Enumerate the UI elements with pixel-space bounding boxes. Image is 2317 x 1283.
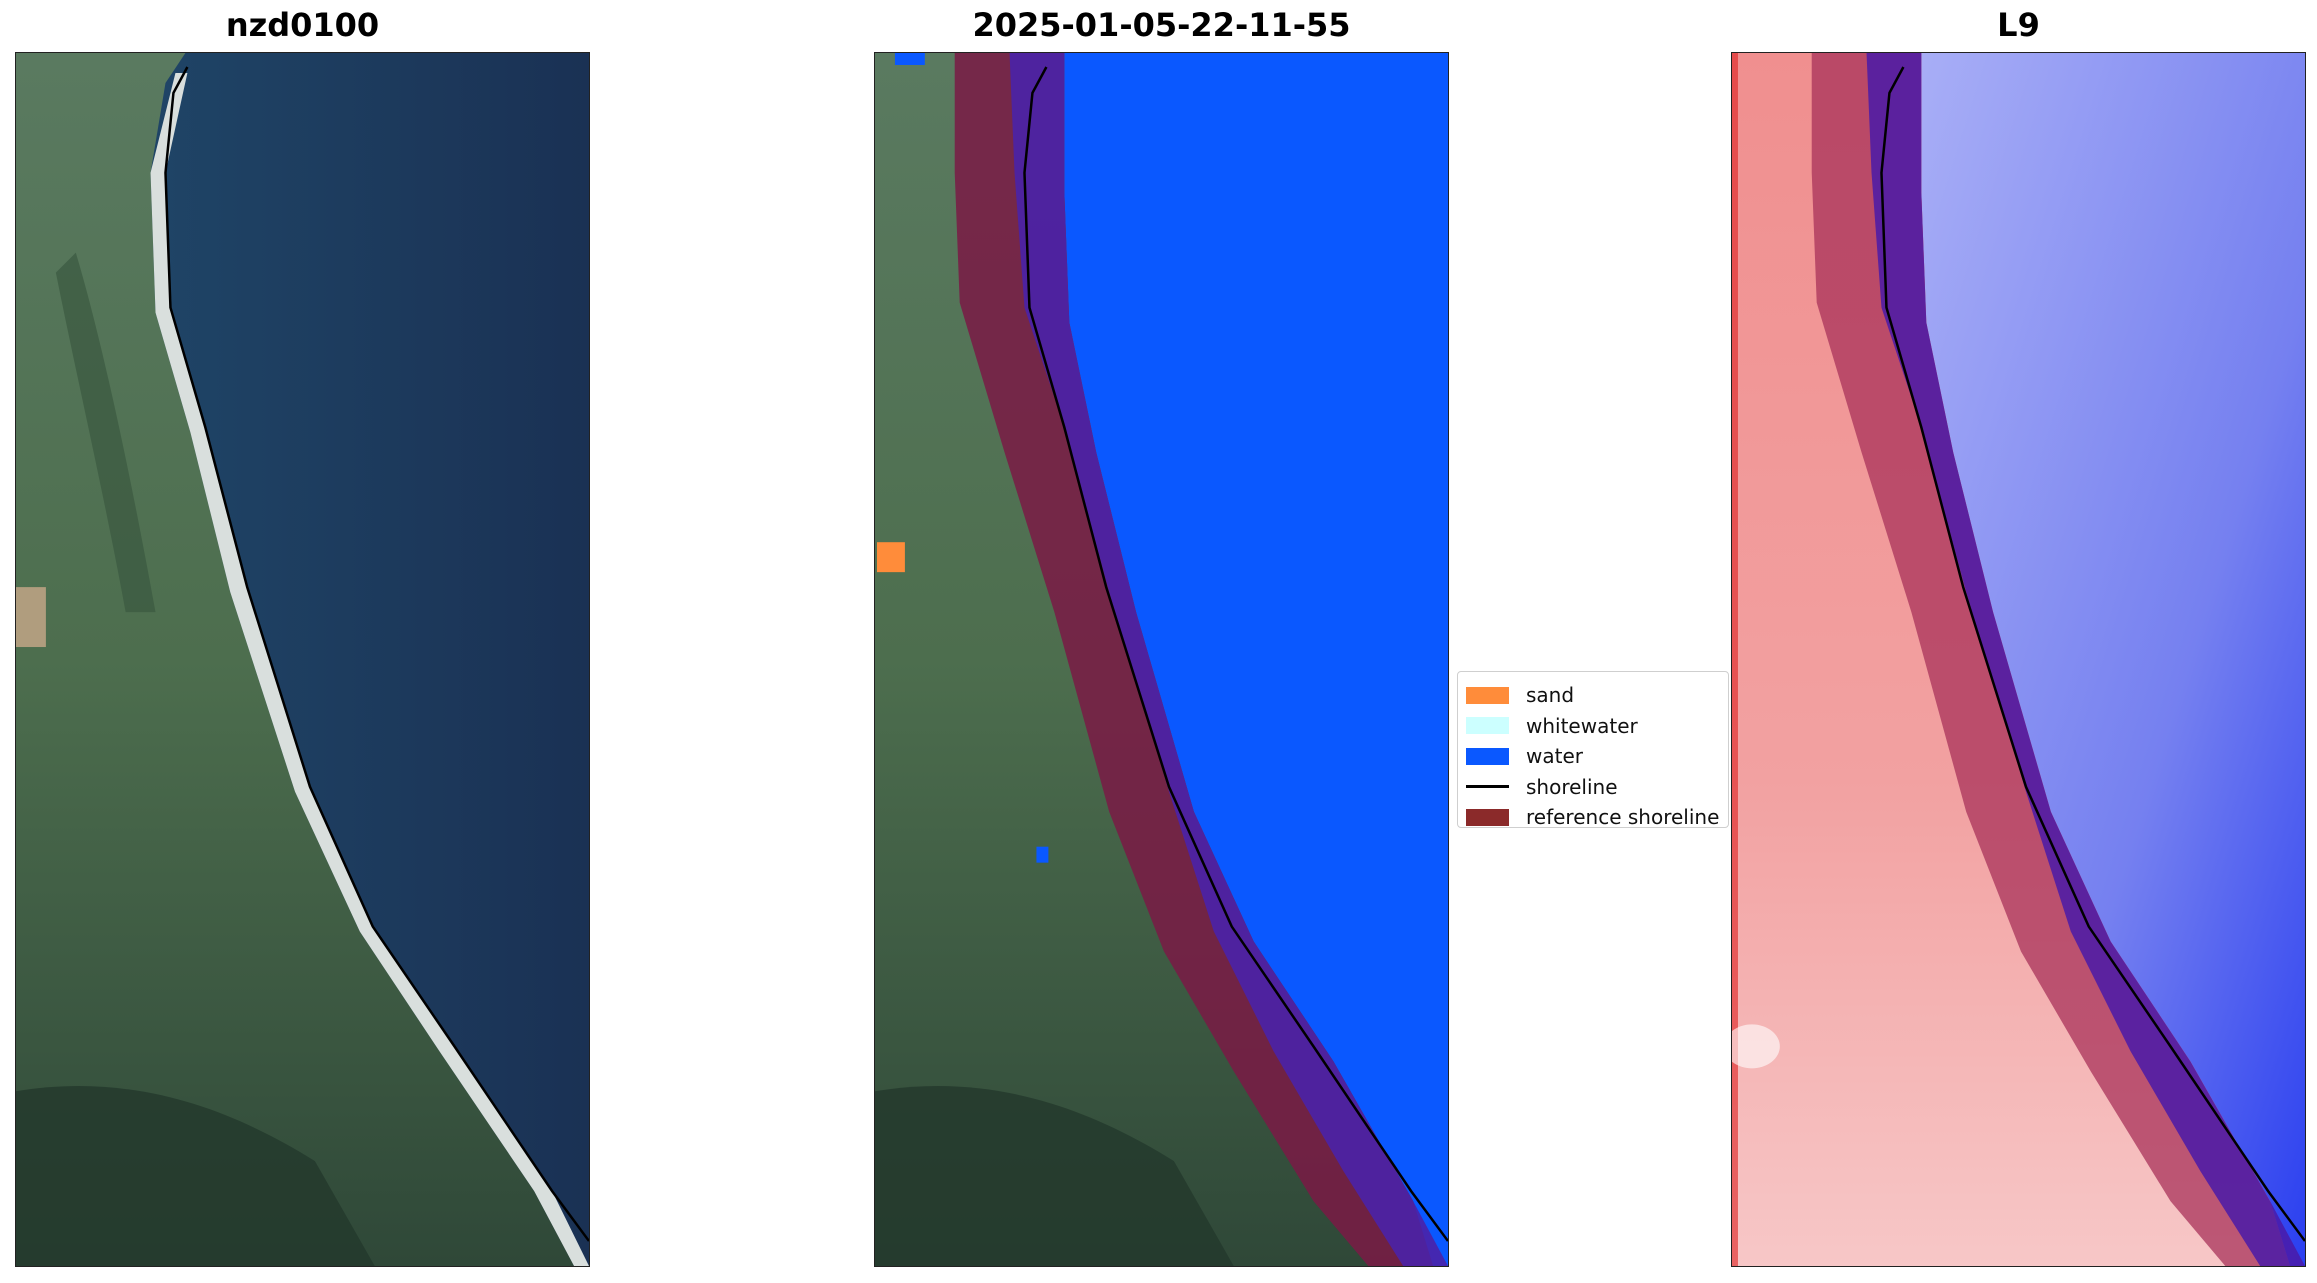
index-image (1732, 53, 2305, 1266)
legend-swatch-reference-shoreline (1466, 808, 1509, 826)
panel-title-index: L9 (1997, 6, 2040, 44)
land-area (16, 53, 575, 1266)
forest-strip (55, 252, 156, 613)
legend-swatch-water (1466, 747, 1509, 765)
rgb-image-panel (15, 52, 590, 1267)
bright-land-patch (1732, 1024, 1780, 1069)
water-class-pond (1036, 846, 1049, 863)
shoreline-line (1880, 66, 2305, 1242)
shoreline-line (164, 66, 589, 1242)
left-edge-strip (1732, 53, 1738, 1266)
water-class-area (1064, 53, 1448, 1266)
shoreline-line (1023, 66, 1448, 1242)
legend-swatch-sand (1466, 686, 1509, 704)
panel-title-classification: 2025-01-05-22-11-55 (972, 6, 1351, 44)
legend-item-whitewater: whitewater (1466, 711, 1718, 742)
legend-item-sand: sand (1466, 680, 1718, 711)
legend-label-sand: sand (1526, 683, 1575, 708)
dark-forest (16, 1086, 375, 1266)
legend-item-reference-shoreline: reference shoreline (1466, 802, 1720, 833)
rgb-image (16, 53, 589, 1266)
panel-title-rgb: nzd0100 (225, 6, 380, 44)
dark-forest (875, 1086, 1234, 1266)
classification-image (875, 53, 1448, 1266)
legend: sand whitewater water shoreline referenc… (1457, 671, 1729, 829)
legend-line-shoreline (1466, 785, 1509, 789)
water-class-patch (894, 53, 925, 65)
legend-swatch-whitewater (1466, 717, 1509, 735)
field-patch (16, 587, 46, 648)
reference-band-water-part (1866, 53, 2305, 1266)
legend-label-reference-shoreline: reference shoreline (1526, 805, 1720, 830)
legend-item-shoreline: shoreline (1466, 772, 1718, 803)
legend-label-whitewater: whitewater (1526, 713, 1638, 738)
reference-band-water-part (1009, 53, 1448, 1266)
water-index-area (1921, 53, 2305, 1266)
sand-class-patch (876, 542, 905, 573)
classification-panel (874, 52, 1449, 1267)
index-panel (1731, 52, 2306, 1267)
legend-label-shoreline: shoreline (1526, 774, 1618, 799)
legend-label-water: water (1526, 744, 1583, 769)
legend-item-water: water (1466, 741, 1718, 772)
